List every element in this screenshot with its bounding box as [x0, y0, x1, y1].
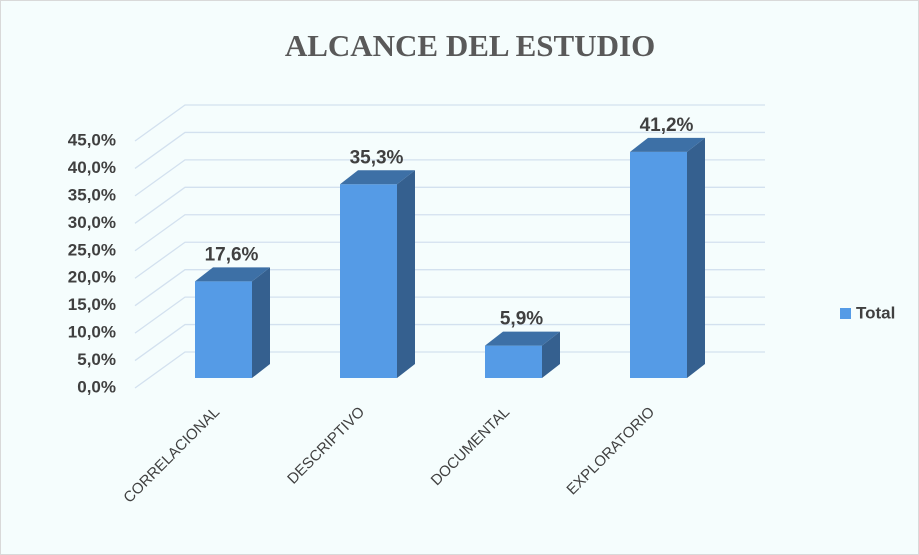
grid-line	[134, 351, 765, 389]
grid-line	[134, 131, 765, 169]
bar-face	[630, 151, 687, 378]
bar-face	[195, 267, 270, 282]
y-tick-label: 20,0%	[68, 268, 116, 287]
grid-line	[134, 186, 765, 224]
grid-line	[134, 214, 765, 252]
bar-face	[252, 267, 270, 378]
grid-line	[134, 269, 765, 307]
legend-label: Total	[856, 303, 895, 322]
bar-face	[397, 170, 415, 378]
bar-face	[340, 184, 397, 378]
grid-line	[134, 241, 765, 279]
grid-line	[134, 104, 765, 142]
grid-line	[134, 159, 765, 197]
bar-face	[340, 170, 415, 185]
data-label: 35,3%	[350, 147, 404, 168]
bar-face	[195, 281, 252, 378]
data-label: 5,9%	[500, 309, 543, 330]
legend-swatch	[840, 308, 851, 319]
y-tick-label: 0,0%	[77, 377, 116, 396]
bar-face	[485, 345, 542, 378]
y-tick-label: 25,0%	[68, 240, 116, 259]
bar-face	[542, 331, 560, 378]
bar	[485, 331, 560, 378]
y-tick-label: 45,0%	[68, 130, 116, 149]
bar	[630, 137, 705, 378]
grid-line	[134, 296, 765, 334]
bar	[340, 170, 415, 378]
chart-title: ALCANCE DEL ESTUDIO	[285, 28, 655, 63]
bar	[195, 267, 270, 378]
y-tick-label: 35,0%	[68, 185, 116, 204]
y-tick-label: 40,0%	[68, 158, 116, 177]
y-tick-label: 10,0%	[68, 323, 116, 342]
y-tick-label: 30,0%	[68, 213, 116, 232]
bar-face	[687, 137, 705, 378]
y-tick-label: 15,0%	[68, 295, 116, 314]
data-label: 41,2%	[640, 115, 694, 136]
data-label: 17,6%	[205, 244, 259, 265]
y-tick-label: 5,0%	[77, 350, 116, 369]
bar-face	[485, 331, 560, 346]
grid-line	[134, 323, 765, 362]
bar-face	[630, 137, 705, 152]
